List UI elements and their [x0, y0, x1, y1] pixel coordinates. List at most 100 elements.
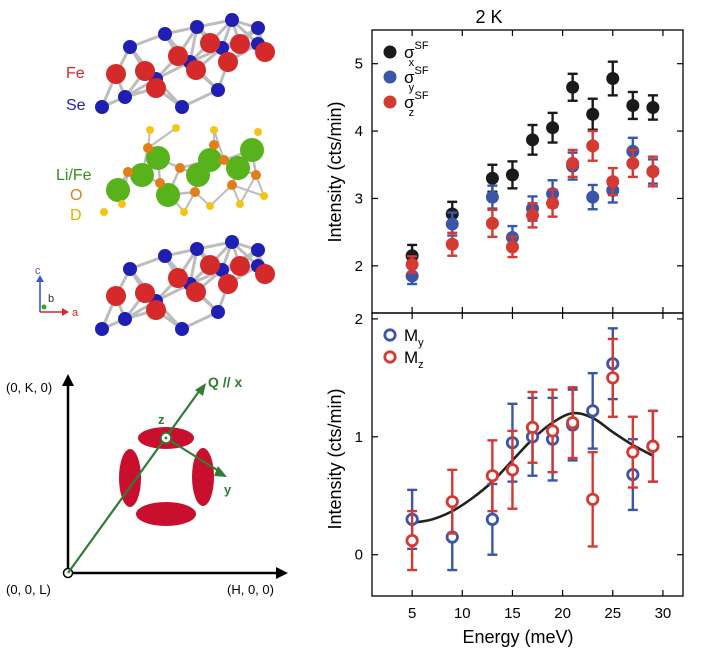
bottom-layer-se-atom-10	[251, 243, 265, 257]
origin-label: (0, 0, L)	[6, 582, 51, 597]
point-σz-9	[445, 231, 459, 257]
label-se: Se	[66, 97, 86, 114]
d-atom-1	[118, 200, 126, 208]
bottom-layer-fe-atom-5	[146, 300, 166, 320]
point-σz-17	[526, 201, 540, 229]
o-atom-1	[143, 143, 153, 153]
top-layer-fe-atom-6	[186, 60, 206, 80]
y-tick-label-3: 3	[355, 190, 363, 207]
o-atom-7	[155, 178, 165, 188]
point-Mz-17	[525, 390, 540, 464]
point-σx-27	[626, 90, 640, 121]
top-layer-se-atom-8	[190, 20, 204, 34]
point-σz-23	[586, 129, 600, 162]
o-atom-0	[123, 167, 133, 177]
y-tick-label-2: 2	[355, 258, 363, 275]
top-layer-fe-atom-1	[135, 61, 155, 81]
legend-label-My: My	[404, 326, 424, 349]
point-σy-23	[586, 183, 600, 211]
point-σx-17	[526, 123, 540, 156]
point-σz-21	[566, 148, 580, 179]
point-Mz-25	[606, 337, 620, 418]
axis-b-label: b	[48, 293, 54, 305]
x-tick-label-10: 10	[454, 605, 471, 622]
point-σz-25	[606, 166, 620, 197]
x-tick-label-25: 25	[604, 605, 621, 622]
top-layer-fe-atom-7	[218, 52, 238, 72]
x-tick-label-30: 30	[655, 605, 672, 622]
top-layer-se-atom-1	[118, 90, 132, 104]
o-atom-8	[219, 155, 229, 165]
bottom-layer-se-atom-9	[225, 235, 239, 249]
legend-entry-My: My	[383, 326, 424, 349]
li-fe-atom-0	[106, 178, 130, 202]
top-layer-se-atom-6	[123, 40, 137, 54]
li-fe-atom-1	[146, 146, 170, 170]
top-layer-fe-atom-8	[255, 42, 275, 62]
point-Mz-15	[505, 429, 520, 510]
point-σx-23	[586, 97, 600, 131]
bottom-layer-se-atom-7	[158, 249, 172, 263]
x-tick-label-20: 20	[554, 605, 571, 622]
li-fe-atom-4	[156, 183, 180, 207]
lobe-left	[119, 449, 141, 507]
bottom-layer-se-atom-6	[123, 262, 137, 276]
xlabel: Energy (meV)	[462, 627, 573, 647]
o-atom-4	[227, 180, 237, 190]
point-σx-19	[546, 111, 560, 144]
point-σz-29	[646, 155, 660, 188]
o-atom-5	[190, 187, 200, 197]
point-Mz-23	[586, 450, 600, 548]
legend-label-Mz: Mz	[404, 348, 424, 371]
point-σz-19	[546, 188, 560, 218]
crystal-axes: c b a	[35, 265, 79, 319]
label-o: O	[70, 187, 82, 204]
y-label: y	[224, 482, 232, 497]
bottom-layer-fe-atom-2	[168, 268, 188, 288]
point-Mz-29	[646, 409, 660, 483]
d-atom-9	[260, 192, 268, 200]
crystal-structure	[95, 13, 275, 336]
point-Mz-5	[405, 509, 419, 572]
bottom-layer-se-atom-11	[175, 322, 189, 336]
bottom-layer-se-atom-0	[95, 322, 109, 336]
bottom-layer-fe-atom-0	[106, 286, 126, 306]
point-σx-21	[566, 72, 580, 102]
legend-label-σz: σSF z	[404, 90, 429, 119]
point-Mz-27	[626, 415, 640, 489]
top-layer-se-atom-11	[175, 100, 189, 114]
d-atom-0	[100, 208, 108, 216]
d-atom-6	[180, 208, 188, 216]
lobe-right	[192, 448, 214, 506]
lobe-bottom	[136, 502, 196, 526]
label-d: D	[70, 207, 82, 224]
d-atom-8	[236, 200, 244, 208]
top-layer-fe-atom-0	[106, 64, 126, 84]
point-σz-27	[626, 148, 640, 179]
y-tick-label-5: 5	[355, 56, 363, 73]
chart-title: 2 K	[475, 7, 502, 27]
bottom-layer-fe-atom-8	[255, 264, 275, 284]
point-My-23	[586, 371, 600, 450]
x-tick-label-5: 5	[408, 605, 416, 622]
o-atom-2	[175, 163, 185, 173]
top-layer-se-atom-12	[211, 83, 225, 97]
li-fe-atom-3	[226, 156, 250, 180]
reciprocal-diagram: (0, K, 0) (0, 0, L) (H, 0, 0) Q // x z y	[6, 374, 288, 597]
point-σx-25	[606, 60, 620, 97]
y-tick-label-2: 2	[355, 311, 363, 328]
h-axis-label: (H, 0, 0)	[227, 582, 274, 597]
bottom-layer-fe-atom-3	[200, 255, 220, 275]
top-layer-se-atom-9	[225, 13, 239, 27]
bottom-layer-se-atom-1	[118, 312, 132, 326]
point-σz-5	[405, 255, 419, 274]
d-atom-2	[146, 126, 154, 134]
k-axis-label: (0, K, 0)	[6, 380, 52, 395]
top-layer-fe-atom-2	[168, 46, 188, 66]
top-layer-se-atom-7	[158, 27, 172, 41]
li-fe-atom-6	[130, 163, 154, 187]
point-σx-29	[646, 94, 660, 121]
label-fe: Fe	[66, 65, 85, 82]
axis-a-label: a	[72, 307, 79, 319]
